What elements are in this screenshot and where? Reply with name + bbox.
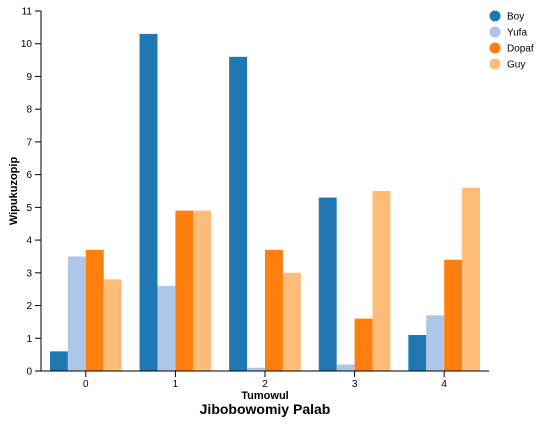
y-tick-label: 10 <box>21 39 33 50</box>
bar-dopaf-1 <box>175 210 194 371</box>
bar-dopaf-3 <box>354 318 373 371</box>
bar-yufa-4 <box>426 315 445 371</box>
y-tick-label: 4 <box>26 236 32 247</box>
y-tick-label: 0 <box>26 367 32 378</box>
legend-label-dopaf: Dopaf <box>507 44 534 55</box>
y-tick-label: 1 <box>26 334 32 345</box>
chart-title: Jibobowomiy Palab <box>200 401 331 417</box>
x-tick-label: 2 <box>262 379 268 390</box>
bar-boy-2 <box>229 56 248 371</box>
bar-dopaf-0 <box>85 249 104 371</box>
bar-yufa-2 <box>247 367 265 371</box>
y-axis-label: Wipukuzopip <box>8 157 20 226</box>
y-axis: 0 1 2 3 4 5 6 7 8 9 10 11 <box>21 7 42 378</box>
bar-guy-0 <box>103 279 122 371</box>
y-tick-label: 8 <box>26 105 32 116</box>
bar-dopaf-2 <box>265 249 283 371</box>
y-tick-label: 7 <box>26 137 32 148</box>
bar-guy-1 <box>193 210 212 371</box>
x-axis-label: Tumowul <box>241 390 288 402</box>
bar-yufa-1 <box>157 285 176 371</box>
y-tick-label: 3 <box>26 268 32 279</box>
x-tick-label: 3 <box>352 379 358 390</box>
bar-boy-0 <box>49 351 68 371</box>
x-tick-label: 1 <box>173 379 179 390</box>
legend-label-yufa: Yufa <box>507 28 527 39</box>
y-tick-label: 2 <box>26 301 32 312</box>
bar-boy-3 <box>318 197 337 371</box>
x-axis: 0 1 2 3 4 <box>41 370 489 390</box>
bar-guy-2 <box>282 272 301 371</box>
y-tick-label: 9 <box>26 72 32 83</box>
legend-label-boy: Boy <box>507 12 524 23</box>
y-tick-label: 5 <box>26 203 32 214</box>
bar-boy-1 <box>139 33 158 371</box>
x-tick-label: 0 <box>83 379 89 390</box>
bar-yufa-0 <box>67 256 86 371</box>
legend: Boy Yufa Dopaf Guy <box>489 10 534 71</box>
bars-group <box>49 33 481 371</box>
x-tick-label: 4 <box>441 379 447 390</box>
legend-swatch-dopaf <box>489 42 501 54</box>
bar-boy-4 <box>408 335 427 371</box>
legend-swatch-boy <box>489 10 501 22</box>
legend-swatch-guy <box>489 58 501 70</box>
y-tick-label: 11 <box>22 7 33 18</box>
bar-dopaf-4 <box>444 259 463 371</box>
bar-yufa-3 <box>336 364 355 371</box>
bar-guy-4 <box>462 187 481 371</box>
legend-label-guy: Guy <box>507 60 525 71</box>
bar-guy-3 <box>372 191 391 371</box>
legend-swatch-yufa <box>489 26 501 38</box>
y-tick-label: 6 <box>26 170 32 181</box>
